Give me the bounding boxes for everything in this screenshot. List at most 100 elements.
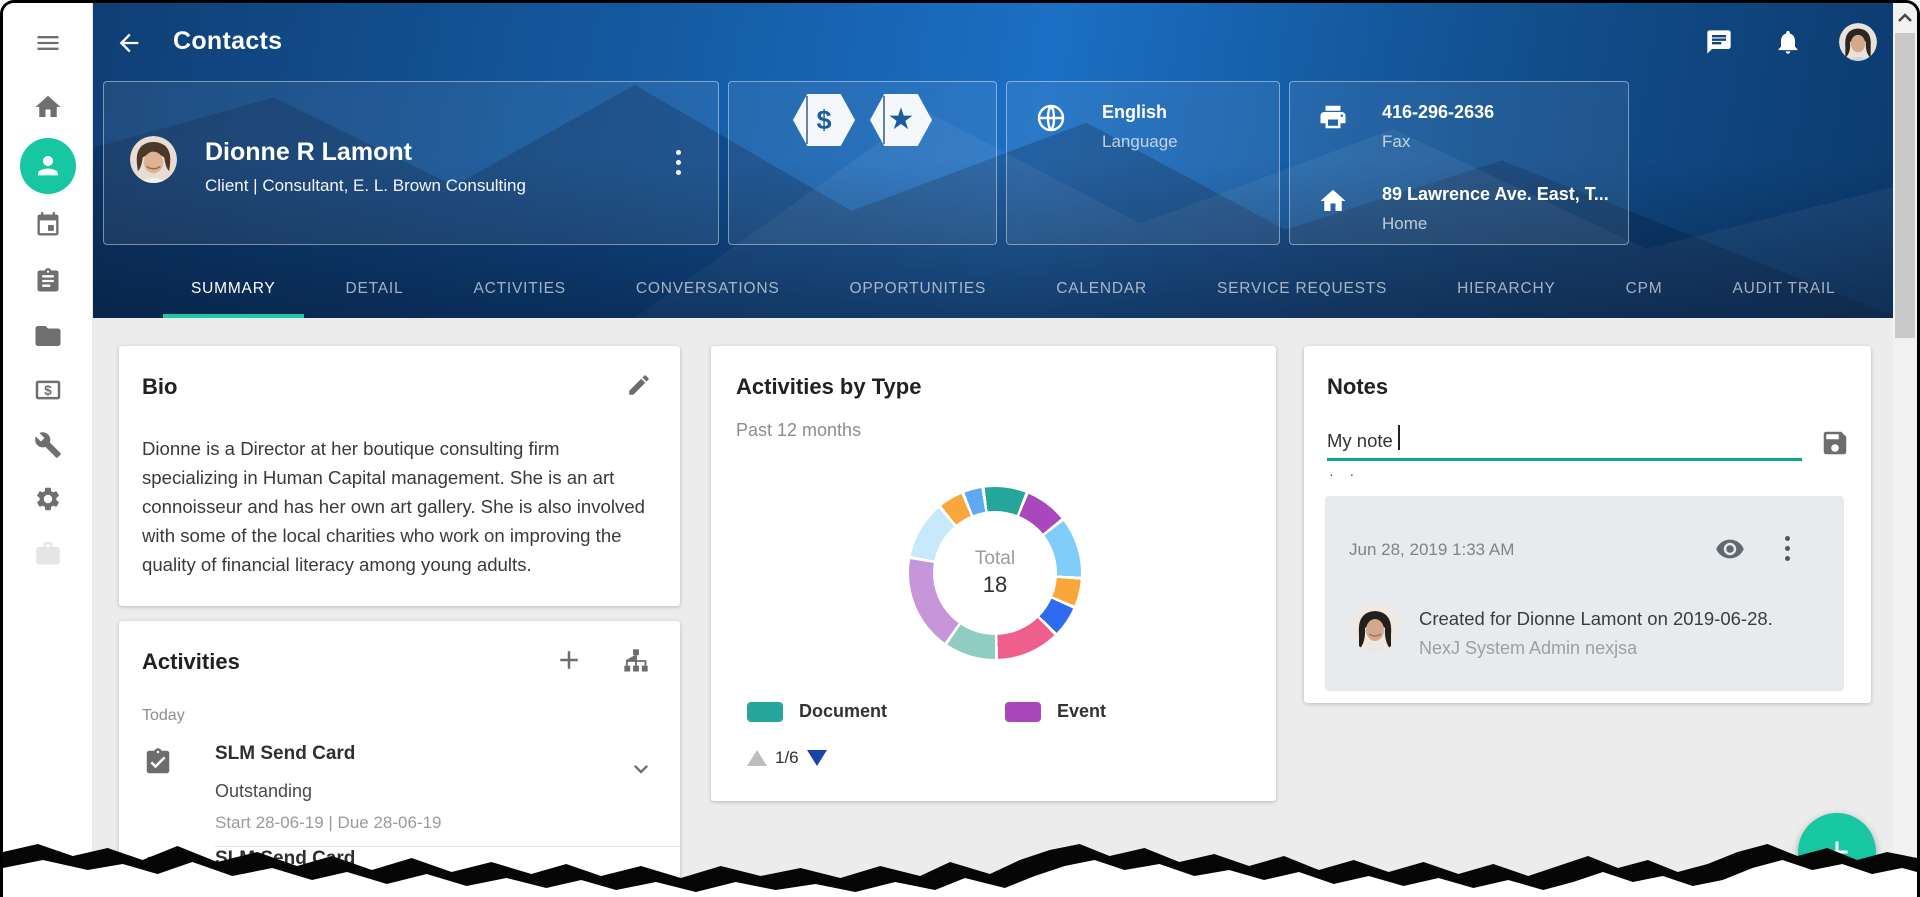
settings-icon[interactable] (34, 485, 62, 513)
pager-down-icon[interactable] (806, 750, 827, 766)
text-caret (1398, 425, 1400, 450)
bio-title: Bio (142, 374, 178, 399)
legend-label: Document (799, 701, 888, 721)
note-author: NexJ System Admin nexjsa (1419, 638, 1638, 658)
globe-icon (1035, 102, 1067, 139)
fax-number[interactable]: 416-296-2636 (1382, 102, 1495, 122)
home-icon[interactable] (33, 92, 63, 122)
pager-label: 1/6 (775, 748, 799, 767)
tasks-icon[interactable] (34, 267, 62, 295)
workspace-icon (34, 540, 62, 568)
activity-dates: Start 28-06-19 | Due 28-06-19 (215, 813, 442, 832)
note-input[interactable] (1327, 426, 1767, 456)
tools-icon[interactable] (34, 431, 62, 459)
tab-conversations[interactable]: CONVERSATIONS (635, 279, 780, 297)
main-area: Contacts Dionne R Lamont Client | Consul… (93, 3, 1899, 897)
note-hint-dots: · · (1329, 466, 1361, 482)
chart-title: Activities by Type (736, 374, 922, 399)
tab-audit-trail[interactable]: AUDIT TRAIL (1732, 279, 1836, 297)
notes-card: Notes · · Jun 28, 2019 1:33 AM (1304, 346, 1871, 703)
chat-icon[interactable] (1705, 28, 1733, 61)
activities-by-type-card: Activities by Type Past 12 months Total … (711, 346, 1276, 801)
chart-subtitle: Past 12 months (736, 420, 862, 440)
add-fab-button[interactable] (1798, 813, 1876, 891)
note-timestamp: Jun 28, 2019 1:33 AM (1349, 540, 1515, 559)
top-bar: Contacts (93, 3, 1899, 81)
contact-more-icon[interactable] (676, 150, 681, 175)
back-arrow-icon[interactable] (115, 29, 143, 62)
calendar-icon[interactable] (34, 211, 62, 239)
tab-bar: SUMMARY DETAIL ACTIVITIES CONVERSATIONS … (163, 263, 1899, 318)
contact-subtitle: Client | Consultant, E. L. Brown Consult… (205, 176, 526, 195)
hierarchy-view-icon[interactable] (622, 647, 650, 680)
menu-icon[interactable] (34, 29, 62, 57)
activity-status: Outstanding (215, 781, 313, 801)
edit-pencil-icon[interactable] (626, 372, 652, 403)
legend-swatch-document (747, 701, 783, 722)
pager-up-icon[interactable] (747, 750, 767, 766)
vertical-scrollbar[interactable] (1893, 3, 1917, 897)
legend-item: Document (747, 701, 887, 722)
legend-pager: 1/6 (747, 748, 827, 768)
contacts-icon (37, 156, 58, 176)
language-label: Language (1102, 132, 1178, 151)
badges-card: $ ★ (728, 81, 997, 245)
language-card: English Language (1006, 81, 1280, 245)
scroll-up-icon[interactable] (1893, 7, 1917, 29)
notifications-bell-icon[interactable] (1774, 28, 1802, 61)
contact-summary-card: Dionne R Lamont Client | Consultant, E. … (103, 81, 719, 245)
activities-card: Activities Today SLM Send Card Outstandi… (119, 621, 680, 897)
sidebar: $ (3, 3, 93, 897)
svg-text:$: $ (44, 383, 52, 398)
donut-chart[interactable]: Total 18 (909, 487, 1081, 659)
contact-photo[interactable] (130, 136, 177, 183)
page-title: Contacts (173, 27, 283, 55)
tab-service-requests[interactable]: SERVICE REQUESTS (1217, 279, 1388, 297)
chart-legend: Document Event (747, 701, 1256, 722)
header-vignette (93, 3, 1899, 318)
home-address-label: Home (1382, 214, 1428, 233)
tab-summary[interactable]: SUMMARY (163, 263, 304, 318)
legend-item: Event (1005, 701, 1106, 722)
sidebar-item-contacts[interactable] (19, 138, 76, 194)
activity-title: SLM Send Card (215, 743, 356, 764)
plus-icon (1826, 841, 1848, 863)
contact-header: Contacts Dionne R Lamont Client | Consul… (93, 3, 1899, 318)
note-more-icon[interactable] (1785, 536, 1790, 561)
fax-label: Fax (1382, 132, 1411, 151)
dollar-badge-icon[interactable]: $ (793, 94, 855, 146)
donut-total-label: Total (974, 548, 1016, 569)
tab-detail[interactable]: DETAIL (345, 279, 404, 297)
star-badge-icon[interactable]: ★ (870, 94, 932, 146)
note-list-item[interactable]: Jun 28, 2019 1:33 AM Created for Dionne … (1325, 496, 1844, 691)
donut-total-value: 18 (982, 572, 1008, 597)
chevron-down-icon[interactable] (627, 755, 655, 788)
language-value: English (1102, 102, 1168, 122)
visibility-eye-icon[interactable] (1715, 534, 1745, 569)
list-divider (215, 846, 680, 847)
user-avatar[interactable] (1839, 23, 1877, 61)
note-text: Created for Dionne Lamont on 2019-06-28. (1419, 608, 1773, 629)
contact-name: Dionne R Lamont (205, 138, 412, 166)
tab-calendar[interactable]: CALENDAR (1056, 279, 1148, 297)
tab-hierarchy[interactable]: HIERARCHY (1457, 279, 1556, 297)
legend-swatch-event (1005, 701, 1042, 722)
add-activity-icon[interactable] (554, 645, 584, 680)
home-address[interactable]: 89 Lawrence Ave. East, T... (1382, 184, 1609, 204)
note-author-avatar (1351, 604, 1399, 652)
tab-activities[interactable]: ACTIVITIES (473, 279, 566, 297)
bio-card: Bio Dionne is a Director at her boutique… (119, 346, 680, 606)
summary-content: Bio Dionne is a Director at her boutique… (93, 318, 1899, 897)
save-note-icon[interactable] (1820, 428, 1850, 463)
fax-printer-icon (1318, 102, 1348, 137)
billing-icon[interactable]: $ (33, 375, 63, 405)
tab-opportunities[interactable]: OPPORTUNITIES (849, 279, 987, 297)
documents-icon[interactable] (33, 321, 63, 351)
bio-text: Dionne is a Director at her boutique con… (142, 438, 646, 575)
scrollbar-thumb[interactable] (1895, 33, 1915, 338)
activities-title: Activities (142, 649, 240, 674)
note-input-underline (1327, 458, 1802, 461)
home-address-icon (1318, 186, 1348, 221)
tab-cpm[interactable]: CPM (1625, 279, 1663, 297)
